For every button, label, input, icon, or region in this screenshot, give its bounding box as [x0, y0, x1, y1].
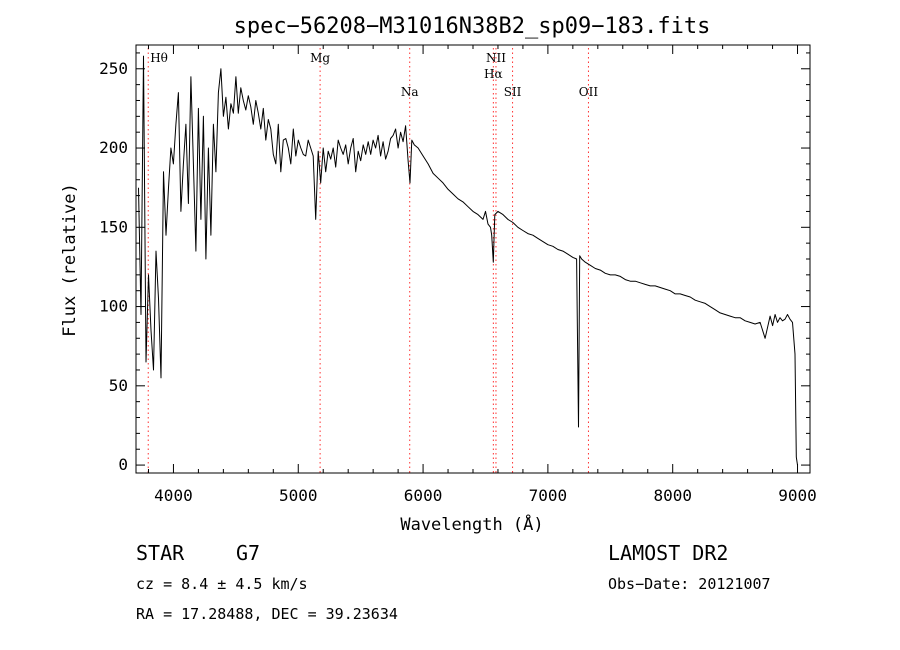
spectral-line-label: NII [486, 51, 506, 65]
spectrum-series-line [138, 55, 798, 466]
spectral-line-label: Hθ [150, 51, 168, 65]
y-tick-label: 150 [99, 217, 128, 236]
chart-title: spec−56208−M31016N38B2_sp09−183.fits [234, 14, 711, 39]
redshift-velocity: cz = 8.4 ± 4.5 km/s [136, 575, 308, 593]
survey-name: LAMOST DR2 [608, 541, 729, 565]
x-tick-label: 6000 [404, 486, 443, 505]
x-tick-label: 8000 [653, 486, 692, 505]
spectral-subclass: G7 [236, 541, 261, 565]
spectral-line-label: SII [504, 85, 522, 99]
x-axis-label: Wavelength (Å) [400, 513, 543, 535]
observation-date: Obs−Date: 20121007 [608, 575, 771, 593]
object-type: STAR [136, 541, 185, 565]
y-tick-label: 50 [109, 376, 128, 395]
plot-frame [135, 44, 811, 474]
coordinates: RA = 17.28488, DEC = 39.23634 [136, 605, 398, 623]
x-tick-label: 7000 [529, 486, 568, 505]
y-tick-label: 0 [118, 455, 128, 474]
y-tick-label: 100 [99, 297, 128, 316]
y-tick-label: 200 [99, 138, 128, 157]
y-tick-label: 250 [99, 59, 128, 78]
x-tick-label: 5000 [279, 486, 318, 505]
y-axis-label: Flux (relative) [60, 183, 80, 337]
spectrum-chart: spec−56208−M31016N38B2_sp09−183.fits 400… [60, 14, 817, 535]
x-tick-label: 9000 [778, 486, 817, 505]
spectral-line-label: Mg [310, 51, 330, 65]
spectral-line-label: Na [401, 85, 419, 99]
spectral-line-label: OII [579, 85, 599, 99]
spectral-line-label: Hα [484, 67, 503, 81]
x-tick-label: 4000 [154, 486, 193, 505]
